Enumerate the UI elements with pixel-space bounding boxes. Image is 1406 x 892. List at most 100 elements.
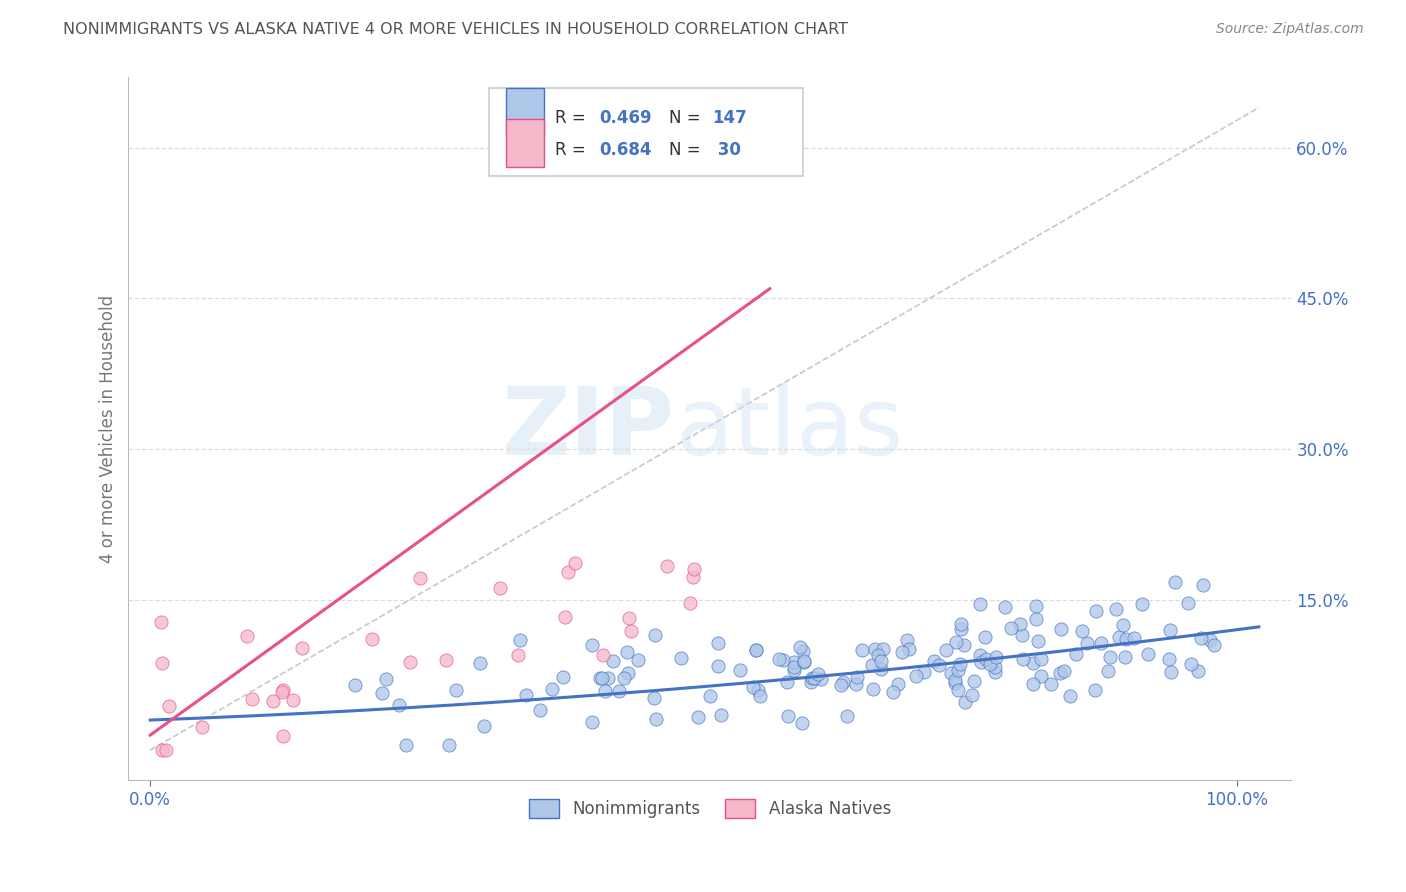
Point [617, 611, 640, 625]
Point [946, 663, 969, 677]
Point [994, 600, 1017, 615]
Point [262, 694, 284, 708]
Point [1070, 624, 1092, 638]
Point [974, 652, 997, 666]
Point [742, 681, 765, 695]
Point [960, 688, 983, 702]
Point [1130, 597, 1153, 611]
Point [598, 671, 620, 685]
Point [935, 643, 957, 657]
Point [783, 660, 806, 674]
Point [1163, 575, 1185, 590]
Point [283, 693, 305, 707]
Point [1180, 657, 1202, 671]
Point [845, 677, 868, 691]
Point [949, 657, 972, 672]
Point [772, 653, 794, 667]
FancyBboxPatch shape [489, 88, 803, 176]
Point [1189, 631, 1212, 645]
Point [1040, 677, 1063, 691]
Point [963, 674, 986, 689]
Point [643, 691, 665, 706]
Point [793, 654, 815, 668]
Point [984, 649, 1007, 664]
Point [240, 692, 263, 706]
Point [969, 648, 991, 662]
Point [1025, 599, 1047, 613]
Point [515, 689, 537, 703]
Text: N =: N = [669, 141, 706, 159]
Text: R =: R = [555, 109, 592, 128]
Point [807, 666, 830, 681]
Point [344, 678, 367, 692]
Point [1136, 647, 1159, 661]
Point [682, 570, 704, 584]
Point [882, 685, 904, 699]
Point [945, 635, 967, 649]
Text: R =: R = [555, 141, 592, 159]
Point [679, 596, 702, 610]
Point [374, 672, 396, 686]
Point [707, 636, 730, 650]
Point [890, 645, 912, 659]
Point [800, 674, 823, 689]
Point [846, 670, 869, 684]
Point [749, 689, 772, 703]
Point [1000, 621, 1022, 635]
Point [395, 738, 418, 752]
Point [1090, 636, 1112, 650]
Point [150, 615, 173, 629]
Point [912, 665, 935, 680]
FancyBboxPatch shape [506, 87, 544, 135]
Point [1059, 689, 1081, 703]
Point [444, 682, 467, 697]
Point [945, 673, 967, 687]
Point [1177, 596, 1199, 610]
Point [1159, 623, 1181, 637]
Point [783, 655, 806, 669]
Point [1031, 652, 1053, 666]
Point [1192, 578, 1215, 592]
Point [943, 675, 966, 690]
Point [645, 712, 668, 726]
Point [1123, 631, 1146, 645]
Point [468, 657, 491, 671]
Point [928, 658, 950, 673]
Point [973, 630, 995, 644]
Point [1097, 664, 1119, 678]
Point [1198, 633, 1220, 648]
Point [946, 683, 969, 698]
Point [949, 616, 972, 631]
Point [1064, 647, 1087, 661]
Point [1011, 628, 1033, 642]
Point [399, 655, 422, 669]
Point [832, 674, 855, 689]
Point [509, 632, 531, 647]
Point [984, 660, 1007, 674]
Point [1204, 638, 1226, 652]
Point [896, 633, 918, 648]
Point [1114, 650, 1136, 665]
Point [869, 662, 891, 676]
Text: 0.684: 0.684 [599, 141, 652, 159]
Point [1085, 604, 1108, 618]
Point [620, 624, 643, 638]
Point [782, 663, 804, 677]
Point [710, 707, 733, 722]
Point [1029, 668, 1052, 682]
Point [592, 648, 614, 663]
Point [1115, 632, 1137, 646]
FancyBboxPatch shape [506, 120, 544, 167]
Point [1008, 617, 1031, 632]
Point [745, 643, 768, 657]
Point [953, 695, 976, 709]
Point [271, 684, 294, 698]
Point [1112, 618, 1135, 632]
Point [862, 681, 884, 696]
Point [291, 640, 314, 655]
Point [887, 677, 910, 691]
Point [793, 655, 815, 669]
Point [792, 644, 814, 658]
Text: 0.469: 0.469 [599, 109, 652, 128]
Point [602, 654, 624, 668]
